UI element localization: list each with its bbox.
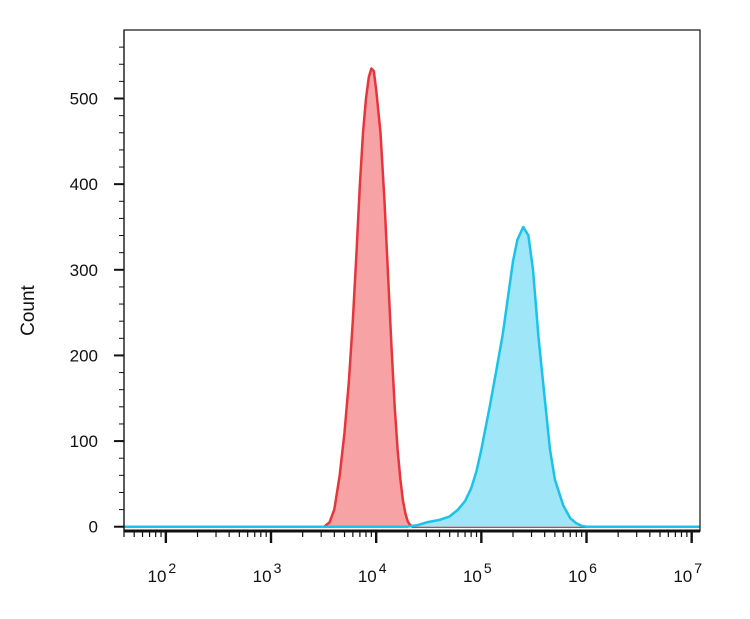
x-tick-label: 10 4	[358, 560, 387, 586]
y-tick-label: 500	[70, 90, 98, 109]
y-tick-label: 200	[70, 346, 98, 365]
x-tick-label: 10 7	[673, 560, 702, 586]
x-tick-label: 10 2	[147, 560, 176, 586]
series-layer	[124, 67, 700, 528]
y-tick-label: 0	[89, 518, 98, 537]
y-tick-label: 100	[70, 432, 98, 451]
y-tick-label: 400	[70, 175, 98, 194]
series-1-line	[124, 67, 700, 528]
x-tick-label: 10 3	[253, 560, 282, 586]
y-axis: 0 100 200 300 400 500	[70, 30, 125, 537]
x-tick-label: 10 5	[463, 560, 492, 586]
x-axis: 10 2 10 3 10 4 10 5 10 6 10 7	[123, 529, 702, 586]
y-axis-title: Count	[18, 284, 39, 335]
y-tick-label: 300	[70, 261, 98, 280]
x-tick-label: 10 6	[568, 560, 597, 586]
series-2-line	[124, 225, 700, 528]
